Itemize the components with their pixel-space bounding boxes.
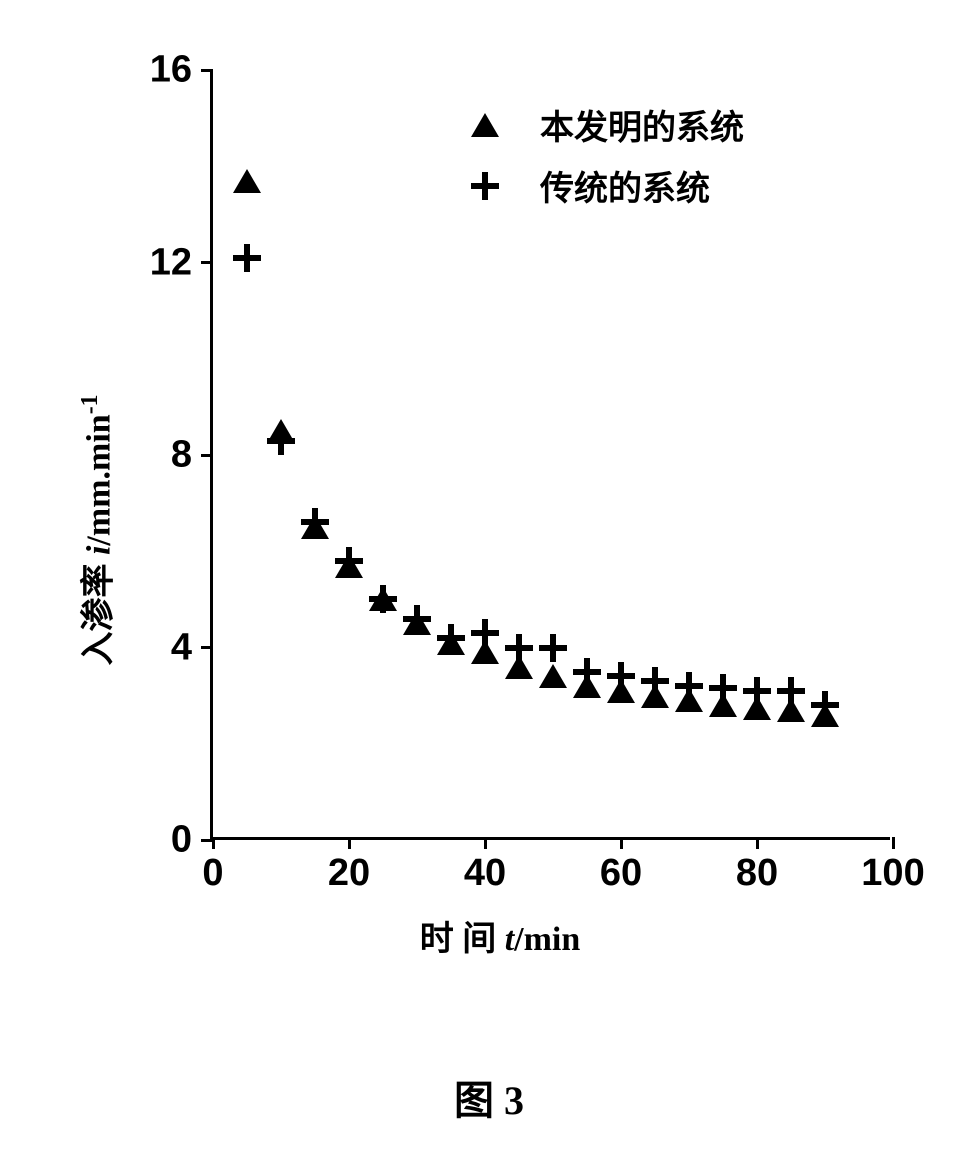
data-point-plus [641, 667, 669, 695]
triangle-marker-icon [233, 169, 261, 193]
legend-label-2: 传统的系统 [540, 161, 710, 210]
x-tick-label: 20 [328, 852, 370, 895]
plus-marker-icon [437, 624, 465, 652]
data-point-triangle [539, 664, 567, 688]
data-point-plus [335, 547, 363, 575]
y-tick [201, 261, 213, 264]
data-point-plus [505, 634, 533, 662]
x-tick [620, 837, 623, 849]
plus-marker-icon [811, 691, 839, 719]
data-point-plus [573, 658, 601, 686]
legend: 本发明的系统 传统的系统 [460, 100, 744, 222]
data-point-plus [539, 634, 567, 662]
x-tick [348, 837, 351, 849]
data-point-plus [675, 672, 703, 700]
plus-marker-icon [641, 667, 669, 695]
x-tick [212, 837, 215, 849]
data-point-plus [811, 691, 839, 719]
y-tick [201, 646, 213, 649]
x-tick-label: 60 [600, 852, 642, 895]
x-tick [892, 837, 895, 849]
x-axis-title-prefix: 时 间 [420, 921, 505, 958]
legend-row-2: 传统的系统 [460, 161, 744, 210]
y-axis-title-prefix: 入渗率 [81, 555, 118, 666]
plus-marker-icon [505, 634, 533, 662]
data-point-plus [777, 677, 805, 705]
plus-marker-icon [335, 547, 363, 575]
data-point-plus [369, 585, 397, 613]
y-tick-label: 4 [171, 626, 192, 669]
y-axis-title-exp: -1 [77, 394, 103, 414]
y-axis-title-var: i [81, 546, 118, 555]
x-tick [484, 837, 487, 849]
data-point-plus [743, 677, 771, 705]
y-tick-label: 0 [171, 819, 192, 862]
x-tick-label: 40 [464, 852, 506, 895]
legend-label-1: 本发明的系统 [540, 100, 744, 149]
plus-marker-icon [539, 634, 567, 662]
y-tick [201, 69, 213, 72]
plus-marker-icon [675, 672, 703, 700]
plus-marker-icon [743, 677, 771, 705]
legend-marker-plus-icon [460, 172, 510, 200]
y-axis-title: 入渗率 i/mm.min-1 [71, 394, 120, 665]
y-tick-label: 12 [150, 241, 192, 284]
legend-row-1: 本发明的系统 [460, 100, 744, 149]
data-point-plus [301, 508, 329, 536]
plus-marker-icon [403, 605, 431, 633]
y-tick-label: 8 [171, 434, 192, 477]
y-axis-title-unit: /mm.min [81, 414, 118, 545]
plus-marker-icon [369, 585, 397, 613]
legend-marker-triangle-icon [460, 113, 510, 137]
data-point-plus [607, 662, 635, 690]
data-point-plus [267, 427, 295, 455]
y-tick [201, 454, 213, 457]
plus-marker-icon [301, 508, 329, 536]
x-axis-title: 时 间 t/min [420, 911, 581, 960]
x-tick-label: 0 [202, 852, 223, 895]
plus-marker-icon [573, 658, 601, 686]
y-tick-label: 16 [150, 49, 192, 92]
plus-marker-icon [233, 244, 261, 272]
triangle-marker-icon [539, 664, 567, 688]
x-tick-label: 100 [861, 852, 924, 895]
data-point-plus [403, 605, 431, 633]
plus-marker-icon [777, 677, 805, 705]
plus-marker-icon [607, 662, 635, 690]
data-point-plus [437, 624, 465, 652]
data-point-plus [233, 244, 261, 272]
data-point-triangle [233, 169, 261, 193]
plus-marker-icon [471, 619, 499, 647]
chart-container: 0 4 8 12 16 0 20 40 60 80 100 入渗率 i/mm.min-1 时 间 t… [60, 40, 940, 1020]
figure-caption: 图 3 [454, 1068, 524, 1126]
x-axis-title-unit: /min [514, 921, 580, 958]
x-tick [756, 837, 759, 849]
plus-marker-icon [267, 427, 295, 455]
data-point-plus [709, 674, 737, 702]
plus-marker-icon [709, 674, 737, 702]
data-point-plus [471, 619, 499, 647]
x-tick-label: 80 [736, 852, 778, 895]
